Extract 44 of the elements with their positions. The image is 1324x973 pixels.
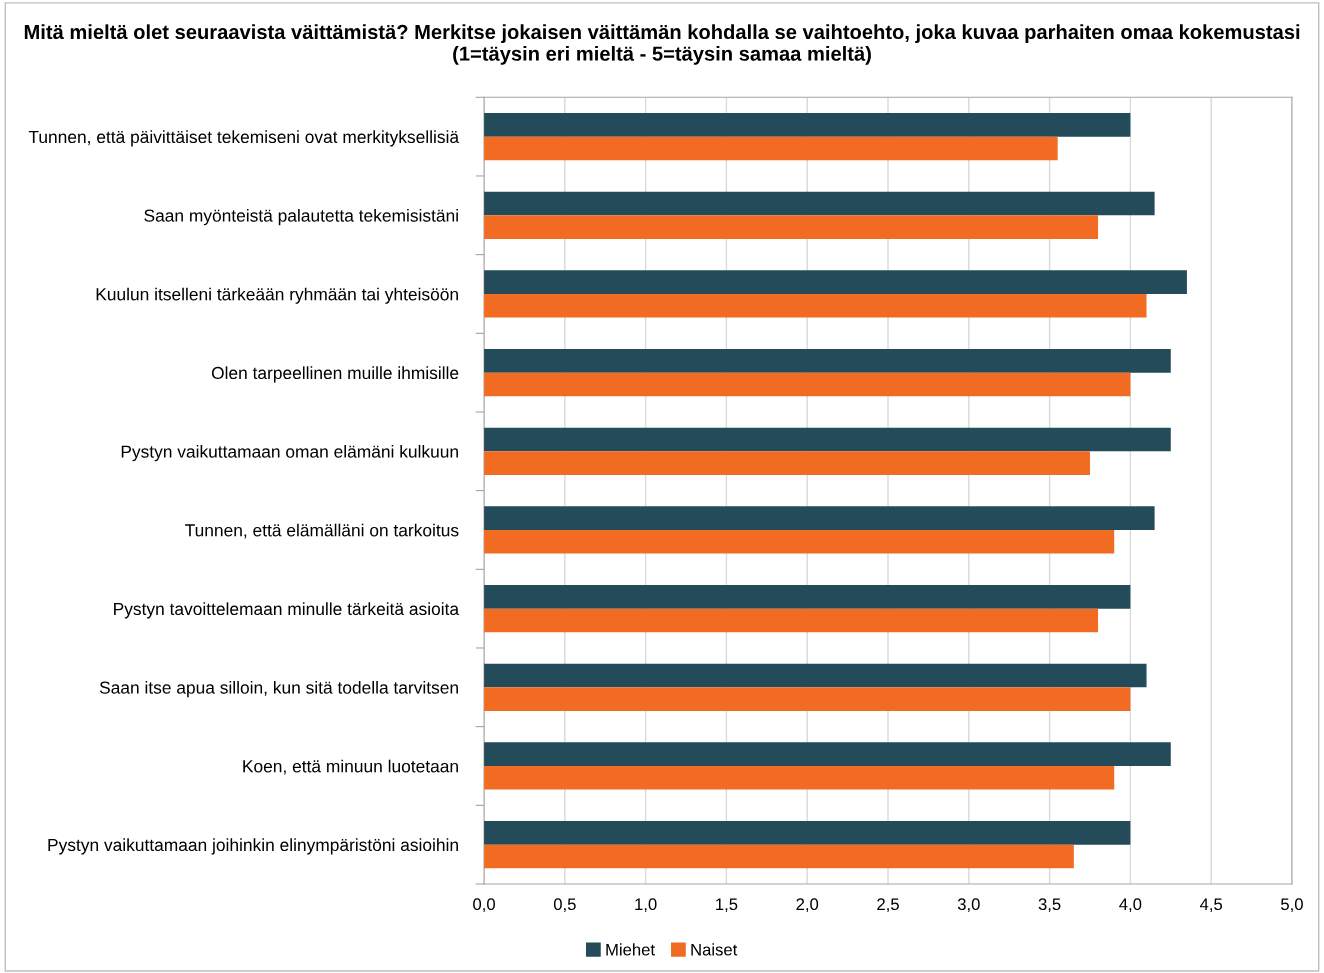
- x-tick-label: 0,0: [473, 898, 495, 913]
- bar: [484, 844, 1074, 869]
- bar: [484, 529, 1115, 554]
- y-tick-label: Kuulun itselleni tärkeään ryhmään tai yhteisöön: [96, 287, 458, 304]
- bar: [484, 506, 1155, 530]
- y-tick-label: Pystyn tavoittelemaan minulle tärkeitä asioita: [114, 602, 460, 619]
- x-tick-label: 1,0: [635, 898, 657, 913]
- y-tick-label: Pystyn vaikuttamaan joihinkin elinympäristöni asioihin: [48, 838, 458, 855]
- y-tick-label: Tunnen, että elämälläni on tarkoitus: [185, 523, 459, 539]
- x-tick-label: 3,5: [1038, 898, 1061, 913]
- bar: [484, 215, 1099, 239]
- x-tick-label: 2,0: [796, 898, 819, 913]
- x-tick-label: 1,5: [716, 898, 738, 913]
- y-tick-label: Saan myönteistä palautetta tekemisistäni: [144, 209, 458, 226]
- y-tick-label: Tunnen, että päivittäiset tekemiseni ovat merkityksellisiä: [28, 130, 460, 147]
- bar: [484, 451, 1090, 475]
- bar: [484, 687, 1131, 711]
- bar: [484, 293, 1147, 318]
- chart-title: Mitä mieltä olet seuraavista väittämistä? Merkitse jokaisen väittämän kohdalla se vaihtoehto, joka kuvaa parhaiten omaa kokemustasi (1=täysin eri mieltä - 5=täysin samaa mieltä): [24, 24, 1300, 65]
- x-tick-label: 4,5: [1199, 898, 1223, 913]
- y-tick-label: Pystyn vaikuttamaan oman elämäni kulkuun: [121, 445, 458, 462]
- bar: [484, 427, 1171, 452]
- bar: [484, 608, 1099, 633]
- legend-label: Miehet: [606, 943, 655, 956]
- bar: [484, 585, 1131, 609]
- y-tick-label: Koen, että minuun luotetaan: [243, 759, 458, 775]
- legend-label: Naiset: [691, 943, 738, 956]
- x-tick-label: 0,5: [553, 898, 576, 913]
- bar: [484, 270, 1187, 294]
- bar: [484, 113, 1131, 137]
- x-tick-label: 4,0: [1119, 898, 1142, 913]
- bar: [484, 136, 1058, 161]
- bar: [484, 742, 1171, 766]
- y-tick-label: Saan itse apua silloin, kun sitä todella tarvitsen: [99, 681, 458, 698]
- bar: [484, 821, 1131, 845]
- x-tick-label: 5,0: [1281, 898, 1303, 913]
- x-tick-label: 3,0: [957, 898, 980, 913]
- bar: [484, 349, 1171, 373]
- y-tick-label: Olen tarpeellinen muille ihmisille: [211, 366, 459, 383]
- x-tick-label: 2,5: [877, 898, 899, 913]
- bar: [484, 191, 1155, 216]
- bar: [484, 372, 1131, 397]
- bar: [484, 765, 1115, 790]
- bar: [484, 663, 1147, 688]
